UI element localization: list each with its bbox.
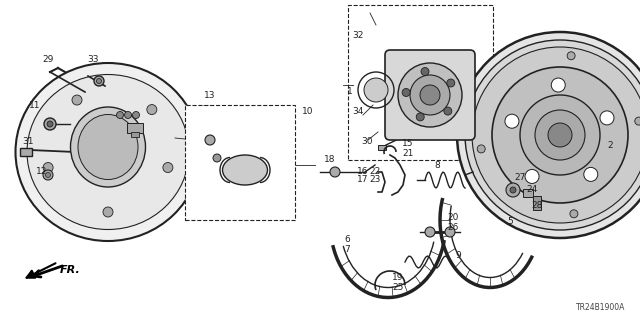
Circle shape xyxy=(125,111,131,118)
Circle shape xyxy=(584,167,598,181)
Circle shape xyxy=(445,227,455,237)
Text: 29: 29 xyxy=(42,55,54,65)
Text: 16: 16 xyxy=(357,167,369,177)
Bar xyxy=(378,145,386,150)
Text: 28: 28 xyxy=(531,201,543,210)
Circle shape xyxy=(425,227,435,237)
Text: 24: 24 xyxy=(526,186,538,195)
Circle shape xyxy=(410,75,450,115)
Circle shape xyxy=(477,145,485,153)
Text: 7: 7 xyxy=(344,244,350,253)
Text: 2: 2 xyxy=(607,140,613,149)
Circle shape xyxy=(510,187,516,193)
Text: 30: 30 xyxy=(361,138,372,147)
Circle shape xyxy=(205,135,215,145)
Text: 5: 5 xyxy=(507,218,513,227)
Circle shape xyxy=(444,107,452,115)
Ellipse shape xyxy=(223,155,268,185)
Text: 25: 25 xyxy=(392,283,404,292)
Circle shape xyxy=(43,163,53,172)
Circle shape xyxy=(43,170,53,180)
Circle shape xyxy=(472,47,640,223)
Text: 3: 3 xyxy=(185,121,191,130)
Circle shape xyxy=(505,114,519,128)
Circle shape xyxy=(600,111,614,125)
Circle shape xyxy=(44,118,56,130)
Circle shape xyxy=(570,210,578,218)
Text: 18: 18 xyxy=(324,156,336,164)
Circle shape xyxy=(525,170,539,183)
FancyBboxPatch shape xyxy=(385,50,475,140)
Text: 13: 13 xyxy=(204,91,216,100)
Text: 26: 26 xyxy=(447,222,459,231)
Circle shape xyxy=(447,79,455,87)
Bar xyxy=(185,105,295,220)
Text: 33: 33 xyxy=(87,55,99,65)
Ellipse shape xyxy=(78,115,138,180)
Text: 27: 27 xyxy=(515,172,525,181)
Circle shape xyxy=(97,78,102,84)
Circle shape xyxy=(635,117,640,125)
Ellipse shape xyxy=(15,63,200,241)
Circle shape xyxy=(364,78,388,102)
Circle shape xyxy=(132,111,140,118)
Circle shape xyxy=(492,67,628,203)
Text: 9: 9 xyxy=(455,251,461,260)
Bar xyxy=(348,5,493,160)
Circle shape xyxy=(421,68,429,76)
Bar xyxy=(533,196,541,210)
Text: 22: 22 xyxy=(369,167,381,177)
Text: FR.: FR. xyxy=(60,265,81,275)
Circle shape xyxy=(420,85,440,105)
Text: 34: 34 xyxy=(352,108,364,116)
Circle shape xyxy=(535,110,585,160)
Ellipse shape xyxy=(70,107,145,187)
Circle shape xyxy=(94,76,104,86)
Circle shape xyxy=(520,95,600,175)
Ellipse shape xyxy=(27,75,189,229)
Text: 20: 20 xyxy=(447,213,459,222)
Bar xyxy=(127,123,143,133)
Text: 17: 17 xyxy=(357,175,369,185)
Text: 23: 23 xyxy=(369,175,381,185)
Circle shape xyxy=(567,52,575,60)
Text: 6: 6 xyxy=(344,236,350,244)
Bar xyxy=(131,132,139,137)
Circle shape xyxy=(103,207,113,217)
Circle shape xyxy=(72,95,82,105)
Text: 12: 12 xyxy=(36,167,48,177)
Circle shape xyxy=(163,163,173,172)
Text: 19: 19 xyxy=(392,274,404,283)
Circle shape xyxy=(551,78,565,92)
Text: 11: 11 xyxy=(29,100,41,109)
Text: 32: 32 xyxy=(352,30,364,39)
Circle shape xyxy=(147,105,157,115)
Circle shape xyxy=(47,121,53,127)
Text: 31: 31 xyxy=(22,138,34,147)
Circle shape xyxy=(116,111,124,118)
Circle shape xyxy=(548,123,572,147)
Circle shape xyxy=(402,89,410,97)
Text: 4: 4 xyxy=(185,130,191,139)
Text: 1: 1 xyxy=(347,87,353,97)
Text: 8: 8 xyxy=(434,161,440,170)
Circle shape xyxy=(45,172,51,178)
Circle shape xyxy=(457,32,640,238)
Circle shape xyxy=(506,183,520,197)
Circle shape xyxy=(213,154,221,162)
Text: 10: 10 xyxy=(302,108,314,116)
Text: 15: 15 xyxy=(403,140,413,148)
Text: TR24B1900A: TR24B1900A xyxy=(575,303,625,312)
Circle shape xyxy=(330,167,340,177)
Circle shape xyxy=(416,113,424,121)
Bar xyxy=(523,189,533,197)
Circle shape xyxy=(465,40,640,230)
Text: 14: 14 xyxy=(202,106,214,115)
Circle shape xyxy=(398,63,462,127)
Bar xyxy=(20,148,32,156)
Text: 21: 21 xyxy=(403,148,413,157)
